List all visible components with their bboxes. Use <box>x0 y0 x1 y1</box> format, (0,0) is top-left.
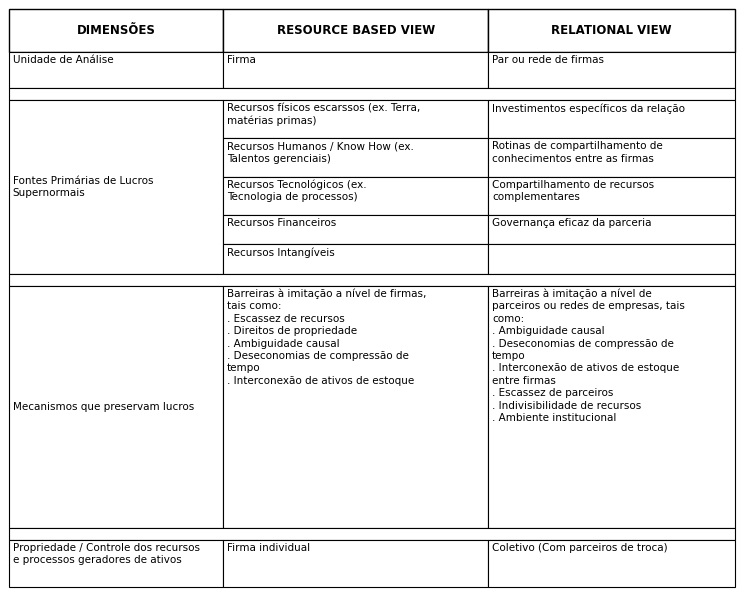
Bar <box>488 176 735 215</box>
Bar <box>488 215 735 244</box>
Text: Recursos Intangíveis: Recursos Intangíveis <box>227 247 335 257</box>
Bar <box>9 100 223 274</box>
Text: Mecanismos que preservam lucros: Mecanismos que preservam lucros <box>13 402 194 412</box>
Bar <box>488 52 735 88</box>
Bar <box>488 100 735 138</box>
Text: RELATIONAL VIEW: RELATIONAL VIEW <box>551 24 672 37</box>
Bar <box>223 138 488 176</box>
Text: Governança eficaz da parceria: Governança eficaz da parceria <box>492 218 652 228</box>
Bar <box>223 215 488 244</box>
Text: Coletivo (Com parceiros de troca): Coletivo (Com parceiros de troca) <box>492 543 667 553</box>
Bar <box>223 52 488 88</box>
Bar <box>488 9 735 52</box>
Text: Barreiras à imitação a nível de firmas,
tais como:
. Escassez de recursos
. Dire: Barreiras à imitação a nível de firmas, … <box>227 288 426 386</box>
Text: Recursos Financeiros: Recursos Financeiros <box>227 218 336 228</box>
Bar <box>9 540 223 587</box>
Text: Firma individual: Firma individual <box>227 543 310 553</box>
Text: Recursos Tecnológicos (ex.
Tecnologia de processos): Recursos Tecnológicos (ex. Tecnologia de… <box>227 179 367 203</box>
Bar <box>9 274 735 285</box>
Bar <box>223 285 488 528</box>
Bar <box>488 138 735 176</box>
Text: Recursos Humanos / Know How (ex.
Talentos gerenciais): Recursos Humanos / Know How (ex. Talento… <box>227 141 414 164</box>
Bar <box>223 244 488 274</box>
Bar <box>223 540 488 587</box>
Text: Par ou rede de firmas: Par ou rede de firmas <box>492 55 604 66</box>
Bar <box>488 244 735 274</box>
Bar <box>223 176 488 215</box>
Bar <box>223 100 488 138</box>
Text: DIMENSÕES: DIMENSÕES <box>77 24 155 37</box>
Bar <box>9 285 223 528</box>
Text: Barreiras à imitação a nível de
parceiros ou redes de empresas, tais
como:
. Amb: Barreiras à imitação a nível de parceiro… <box>492 288 684 423</box>
Text: Firma: Firma <box>227 55 256 66</box>
Text: RESOURCE BASED VIEW: RESOURCE BASED VIEW <box>277 24 434 37</box>
Text: Compartilhamento de recursos
complementares: Compartilhamento de recursos complementa… <box>492 179 654 202</box>
Text: Fontes Primárias de Lucros
Supernormais: Fontes Primárias de Lucros Supernormais <box>13 176 153 198</box>
Bar <box>9 9 223 52</box>
Bar <box>9 528 735 540</box>
Bar <box>488 285 735 528</box>
Text: Propriedade / Controle dos recursos
e processos geradores de ativos: Propriedade / Controle dos recursos e pr… <box>13 543 199 565</box>
Text: Investimentos específicos da relação: Investimentos específicos da relação <box>492 103 685 114</box>
Bar <box>9 52 223 88</box>
Text: Recursos físicos escarssos (ex. Terra,
matérias primas): Recursos físicos escarssos (ex. Terra, m… <box>227 103 420 126</box>
Text: Rotinas de compartilhamento de
conhecimentos entre as firmas: Rotinas de compartilhamento de conhecime… <box>492 141 663 164</box>
Bar <box>223 9 488 52</box>
Text: Unidade de Análise: Unidade de Análise <box>13 55 113 66</box>
Bar <box>488 540 735 587</box>
Bar <box>9 88 735 100</box>
